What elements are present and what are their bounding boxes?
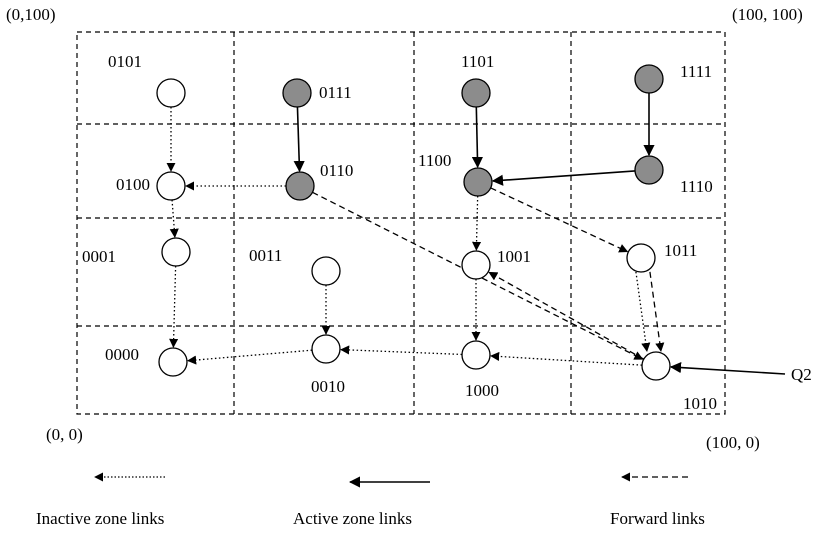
corner-top-right: (100, 100) <box>732 5 803 24</box>
nodes-layer <box>156 64 671 381</box>
node-0011 <box>311 256 341 286</box>
node-label-1011: 1011 <box>664 241 697 260</box>
node-0111 <box>282 78 312 108</box>
legend-forward-label: Forward links <box>610 509 705 528</box>
node-label-1010: 1010 <box>683 394 717 413</box>
corner-top-left: (0,100) <box>6 5 56 24</box>
legend-active-label: Active zone links <box>293 509 412 528</box>
node-label-1110: 1110 <box>680 177 713 196</box>
legend-inactive-label: Inactive zone links <box>36 509 164 528</box>
node-label-1101: 1101 <box>461 52 494 71</box>
node-1101 <box>461 78 491 108</box>
link-forward-1010-to-1001 <box>488 271 645 360</box>
node-0101 <box>156 78 186 108</box>
node-0100 <box>156 171 186 201</box>
node-1000 <box>461 340 491 370</box>
node-0001 <box>161 237 191 267</box>
node-1001 <box>461 250 491 280</box>
node-0000 <box>158 347 188 377</box>
node-1011 <box>626 243 656 273</box>
node-1010 <box>641 351 671 381</box>
node-label-1111: 1111 <box>680 62 712 81</box>
node-label-0010: 0010 <box>311 377 345 396</box>
node-label-0101: 0101 <box>108 52 142 71</box>
link-inactive-1010-to-1000 <box>490 351 643 366</box>
link-inactive-0010-to-0000 <box>187 349 313 365</box>
node-1110 <box>634 155 664 185</box>
link-forward-1011-to-1010 <box>649 271 665 353</box>
node-0110 <box>285 171 315 201</box>
link-inactive-1000-to-0010 <box>340 345 463 356</box>
node-1100 <box>463 167 493 197</box>
grid-border <box>76 31 726 415</box>
node-0010 <box>311 334 341 364</box>
node-label-0111: 0111 <box>319 83 352 102</box>
link-active-Q2-to-1010 <box>669 361 786 375</box>
zone-grid <box>76 31 726 415</box>
node-label-0100: 0100 <box>116 175 150 194</box>
link-active-1101-to-1100 <box>471 106 484 169</box>
node-label-1100: 1100 <box>418 151 451 170</box>
link-inactive-1011-to-1010 <box>635 271 651 353</box>
corner-bottom-left: (0, 0) <box>46 425 83 444</box>
node-label-0110: 0110 <box>320 161 353 180</box>
link-active-1110-to-1100 <box>491 170 636 186</box>
link-inactive-1100-to-1001 <box>472 195 482 251</box>
node-label-0011: 0011 <box>249 246 282 265</box>
link-active-0111-to-0110 <box>293 106 305 173</box>
link-inactive-0100-to-0001 <box>169 199 179 238</box>
node-label-1000: 1000 <box>465 381 499 400</box>
query-label: Q2 <box>791 365 812 384</box>
link-forward-1100-to-1011 <box>490 187 629 253</box>
node-label-0000: 0000 <box>105 345 139 364</box>
links-layer <box>166 93 786 375</box>
link-inactive-0001-to-0000 <box>169 265 179 348</box>
node-label-1001: 1001 <box>497 247 531 266</box>
corner-bottom-right: (100, 0) <box>706 433 760 452</box>
labels-layer: 0101 0111 1101 1111 0100 0110 1100 1110 0001 0011… <box>82 52 717 413</box>
legend: Inactive zone links Active zone links Fo… <box>36 472 705 528</box>
node-label-0001: 0001 <box>82 247 116 266</box>
node-1111 <box>634 64 664 94</box>
